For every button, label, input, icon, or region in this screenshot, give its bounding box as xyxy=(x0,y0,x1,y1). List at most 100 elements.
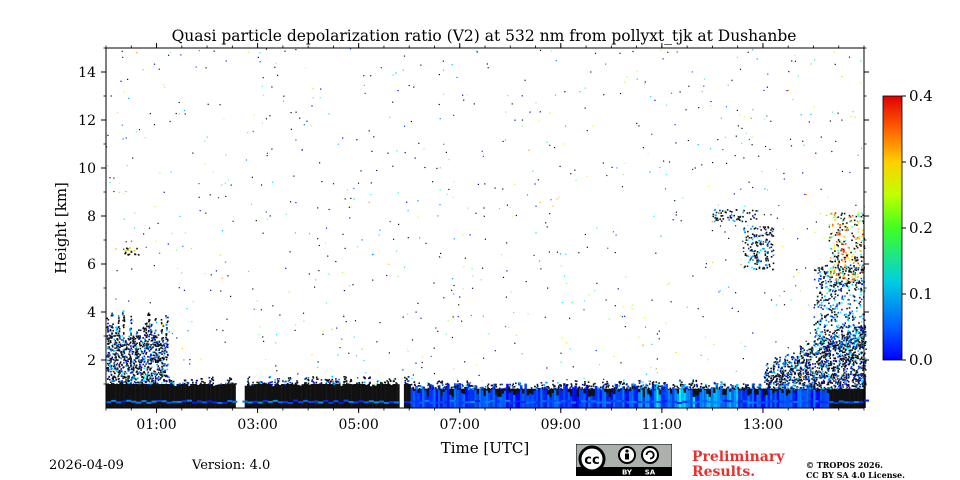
data-pixel xyxy=(107,134,109,136)
data-pixel xyxy=(155,318,157,320)
data-pixel xyxy=(784,386,786,389)
data-pixel xyxy=(329,382,331,385)
data-pixel xyxy=(468,388,470,390)
data-pixel xyxy=(115,343,118,345)
data-pixel xyxy=(688,383,691,385)
data-pixel xyxy=(629,387,632,389)
data-pixel xyxy=(834,293,837,295)
data-pixel xyxy=(161,400,167,403)
data-pixel xyxy=(195,382,198,385)
data-pixel xyxy=(143,330,145,333)
data-pixel xyxy=(819,274,821,276)
data-pixel xyxy=(636,122,638,124)
data-pixel xyxy=(801,350,803,352)
data-pixel xyxy=(381,384,384,408)
data-pixel xyxy=(844,377,846,379)
data-pixel xyxy=(850,365,853,368)
data-pixel xyxy=(622,306,624,308)
data-pixel xyxy=(829,346,832,348)
data-pixel xyxy=(615,234,617,236)
data-pixel xyxy=(766,189,769,191)
data-pixel xyxy=(782,369,785,371)
data-pixel xyxy=(843,362,846,365)
data-pixel xyxy=(831,111,834,113)
data-pixel xyxy=(864,375,867,378)
data-pixel xyxy=(183,359,185,361)
data-pixel xyxy=(129,357,131,359)
data-pixel xyxy=(813,400,819,403)
data-pixel xyxy=(550,388,553,390)
data-pixel xyxy=(396,382,398,385)
data-pixel xyxy=(108,376,111,378)
data-pixel xyxy=(837,353,839,355)
data-pixel xyxy=(796,381,799,384)
data-pixel xyxy=(151,334,153,336)
data-pixel xyxy=(654,387,657,389)
data-pixel xyxy=(656,383,659,408)
data-pixel xyxy=(855,356,857,358)
data-pixel xyxy=(541,384,544,387)
data-pixel xyxy=(636,70,638,72)
data-pixel xyxy=(803,366,806,368)
data-pixel xyxy=(452,278,454,280)
data-pixel xyxy=(803,387,805,390)
data-pixel xyxy=(694,167,696,169)
data-pixel xyxy=(831,373,834,375)
data-pixel xyxy=(440,252,442,254)
data-pixel xyxy=(735,384,739,408)
data-pixel xyxy=(729,388,732,390)
data-pixel xyxy=(120,357,122,360)
data-pixel xyxy=(602,162,604,164)
data-pixel xyxy=(146,375,149,378)
data-pixel xyxy=(848,346,850,349)
data-pixel xyxy=(768,375,770,378)
data-pixel xyxy=(859,383,862,386)
data-pixel xyxy=(520,387,523,389)
data-pixel xyxy=(778,360,781,363)
data-pixel xyxy=(167,384,170,408)
data-pixel xyxy=(826,392,830,408)
data-pixel xyxy=(202,381,205,383)
data-pixel xyxy=(128,300,130,302)
data-pixel xyxy=(513,386,516,388)
data-pixel xyxy=(505,296,507,298)
data-pixel xyxy=(817,362,819,365)
data-pixel xyxy=(814,329,817,331)
data-pixel xyxy=(164,342,166,345)
data-pixel xyxy=(152,342,155,344)
data-pixel xyxy=(464,387,466,389)
data-pixel xyxy=(325,383,327,385)
data-pixel xyxy=(472,388,475,408)
data-pixel xyxy=(502,140,504,142)
data-pixel xyxy=(787,366,790,368)
data-pixel xyxy=(764,377,766,379)
data-pixel xyxy=(394,378,397,380)
data-pixel xyxy=(820,364,822,366)
data-pixel xyxy=(844,349,847,352)
data-pixel xyxy=(854,354,857,356)
data-pixel xyxy=(586,246,588,248)
data-pixel xyxy=(734,385,737,388)
data-pixel xyxy=(521,119,524,121)
data-pixel xyxy=(824,333,827,336)
data-pixel xyxy=(745,386,747,389)
data-pixel xyxy=(796,378,798,380)
data-pixel xyxy=(605,385,608,387)
data-pixel xyxy=(808,379,811,381)
data-pixel xyxy=(855,329,858,331)
data-pixel xyxy=(553,384,555,387)
data-pixel xyxy=(819,374,821,377)
data-pixel xyxy=(770,367,772,370)
data-pixel xyxy=(816,321,819,323)
data-pixel xyxy=(800,114,802,116)
data-pixel xyxy=(519,383,522,386)
data-pixel xyxy=(741,388,743,391)
data-pixel xyxy=(648,383,651,385)
data-pixel xyxy=(843,325,845,327)
data-pixel xyxy=(421,361,423,364)
data-pixel xyxy=(834,284,836,286)
data-pixel xyxy=(758,383,762,408)
data-pixel xyxy=(415,385,418,408)
data-pixel xyxy=(852,294,855,297)
data-pixel xyxy=(772,377,775,379)
